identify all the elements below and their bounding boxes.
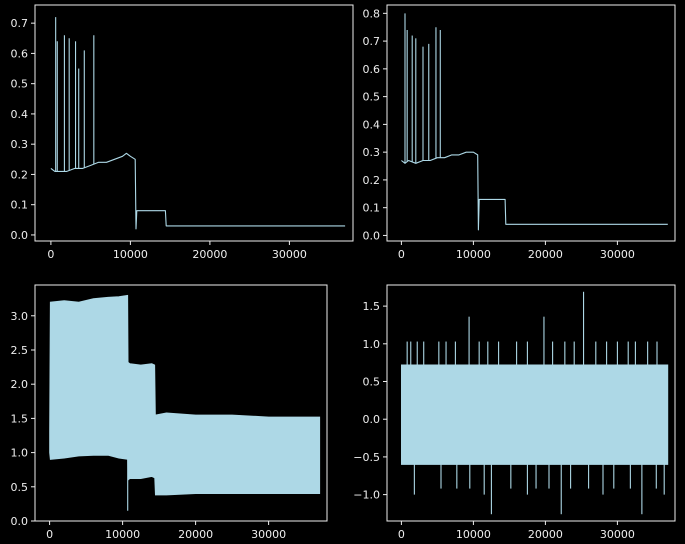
plot-area — [50, 17, 346, 230]
plot-area — [401, 13, 668, 231]
series-band-1 — [49, 294, 321, 496]
x-tick-label: 0 — [398, 248, 405, 261]
x-tick-label: 10000 — [456, 248, 491, 261]
x-tick-label: 20000 — [528, 248, 563, 261]
x-tick-label: 30000 — [251, 528, 286, 541]
y-tick-label: 0.7 — [11, 17, 29, 30]
series-line-1 — [401, 151, 668, 231]
x-tick-label: 30000 — [272, 248, 307, 261]
y-tick-label: 0.3 — [363, 146, 381, 159]
y-tick-label: 0.6 — [363, 63, 381, 76]
y-tick-label: 1.5 — [363, 300, 381, 313]
y-tick-label: 0.5 — [363, 91, 381, 104]
x-tick-label: 0 — [46, 528, 53, 541]
x-tick-label: 30000 — [600, 528, 635, 541]
x-tick-label: 0 — [47, 248, 54, 261]
y-tick-label: 0.4 — [363, 118, 381, 131]
axes-frame — [34, 4, 354, 242]
y-tick-label: 0.5 — [363, 376, 381, 389]
x-tick-label: 10000 — [456, 528, 491, 541]
x-tick-label: 10000 — [105, 528, 140, 541]
plot-area — [400, 291, 669, 515]
chart-panel-1: 0 10000 20000 30000 0.0 0.1 0.2 0.3 0.4 0.5 0.6 0.7 — [11, 4, 354, 261]
y-tick-label: 0.0 — [363, 229, 381, 242]
axes-frame — [386, 4, 676, 242]
series-line-1 — [50, 152, 346, 230]
y-tick-label: 1.5 — [11, 412, 29, 425]
y-tick-label: 0.0 — [11, 515, 29, 528]
y-tick-label: 0.2 — [363, 174, 381, 187]
y-tick-label: 0.2 — [11, 168, 29, 181]
x-tick-label: 10000 — [113, 248, 148, 261]
x-tick-label: 20000 — [528, 528, 563, 541]
chart-panel-4: 0 10000 20000 30000 −1.0 −0.5 0.0 0.5 1.0 1.5 — [353, 284, 676, 541]
y-tick-label: 0.1 — [11, 199, 29, 212]
y-tick-label: 0.5 — [11, 481, 29, 494]
y-tick-label: 0.0 — [11, 229, 29, 242]
plot-area — [49, 294, 321, 511]
series-band-1 — [400, 364, 669, 465]
y-tick-label: 3.0 — [11, 310, 29, 323]
x-tick-label: 20000 — [178, 528, 213, 541]
y-tick-label: 1.0 — [363, 338, 381, 351]
y-tick-label: 0.5 — [11, 78, 29, 91]
y-tick-label: 2.5 — [11, 344, 29, 357]
chart-panel-2: 0 10000 20000 30000 0.0 0.1 0.2 0.3 0.4 0.5 0.6 0.7… — [363, 4, 676, 261]
x-tick-label: 30000 — [600, 248, 635, 261]
y-tick-label: 0.1 — [363, 202, 381, 215]
y-tick-label: −1.0 — [353, 489, 380, 502]
x-tick-label: 0 — [398, 528, 405, 541]
y-tick-label: 0.6 — [11, 47, 29, 60]
y-tick-label: 0.8 — [363, 7, 381, 20]
y-tick-label: 1.0 — [11, 447, 29, 460]
y-tick-label: −0.5 — [353, 451, 380, 464]
axes-frame — [386, 284, 676, 522]
x-tick-label: 20000 — [192, 248, 227, 261]
chart-panel-3: 0 10000 20000 30000 0.0 0.5 1.0 1.5 2.0 2.5 3.0 — [11, 284, 328, 541]
y-tick-label: 2.0 — [11, 378, 29, 391]
axes-frame — [34, 284, 328, 522]
y-tick-label: 0.3 — [11, 138, 29, 151]
y-tick-label: 0.4 — [11, 108, 29, 121]
y-tick-label: 0.7 — [363, 35, 381, 48]
y-tick-label: 0.0 — [363, 413, 381, 426]
